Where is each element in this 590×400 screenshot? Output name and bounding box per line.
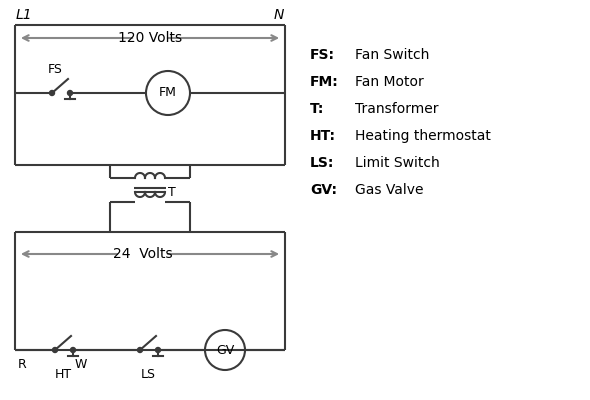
Text: LS:: LS:: [310, 156, 335, 170]
Text: Transformer: Transformer: [355, 102, 438, 116]
Circle shape: [67, 90, 73, 96]
Text: N: N: [274, 8, 284, 22]
Text: T:: T:: [310, 102, 324, 116]
Text: GV:: GV:: [310, 183, 337, 197]
Text: LS: LS: [140, 368, 156, 381]
Text: R: R: [18, 358, 27, 371]
Text: W: W: [75, 358, 87, 371]
Text: FS:: FS:: [310, 48, 335, 62]
Circle shape: [70, 348, 76, 352]
Text: Gas Valve: Gas Valve: [355, 183, 424, 197]
Text: HT: HT: [54, 368, 71, 381]
Text: 24  Volts: 24 Volts: [113, 247, 173, 261]
Text: 120 Volts: 120 Volts: [118, 31, 182, 45]
Text: FS: FS: [48, 63, 63, 76]
Circle shape: [137, 348, 143, 352]
Text: L1: L1: [16, 8, 32, 22]
Text: FM:: FM:: [310, 75, 339, 89]
Circle shape: [50, 90, 54, 96]
Circle shape: [53, 348, 57, 352]
Text: Heating thermostat: Heating thermostat: [355, 129, 491, 143]
Text: HT:: HT:: [310, 129, 336, 143]
Text: T: T: [168, 186, 176, 198]
Circle shape: [156, 348, 160, 352]
Text: GV: GV: [216, 344, 234, 356]
Text: Fan Switch: Fan Switch: [355, 48, 430, 62]
Text: FM: FM: [159, 86, 177, 100]
Text: Limit Switch: Limit Switch: [355, 156, 440, 170]
Text: Fan Motor: Fan Motor: [355, 75, 424, 89]
